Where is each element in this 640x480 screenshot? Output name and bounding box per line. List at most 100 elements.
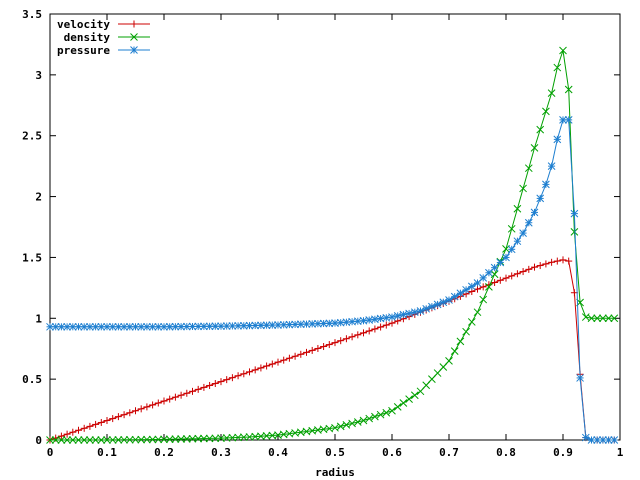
data-point-pressure	[536, 194, 545, 203]
y-tick-label: 0	[35, 434, 42, 447]
data-point-density	[490, 270, 499, 279]
series-markers-pressure	[46, 116, 619, 444]
data-point-density	[131, 435, 140, 444]
series-line-velocity	[49, 259, 615, 441]
data-point-density	[564, 85, 573, 94]
data-point-density	[610, 314, 619, 323]
x-tick-label: 0.4	[268, 446, 288, 459]
data-point-pressure	[502, 253, 510, 262]
data-point-velocity	[348, 333, 356, 341]
x-tick-label: 0.5	[325, 446, 345, 459]
data-point-density	[114, 436, 123, 444]
data-point-density	[399, 399, 408, 407]
data-point-density	[46, 436, 54, 444]
data-point-velocity	[542, 260, 550, 268]
data-point-velocity	[320, 343, 328, 351]
data-point-velocity	[171, 393, 179, 401]
data-point-velocity	[160, 397, 168, 405]
data-point-velocity	[97, 418, 105, 426]
data-point-density	[342, 421, 351, 429]
data-point-velocity	[371, 325, 379, 333]
data-point-pressure	[507, 245, 516, 254]
data-point-density	[63, 436, 71, 444]
data-point-density	[108, 436, 117, 444]
data-point-density	[542, 107, 550, 116]
data-point-velocity	[559, 256, 567, 264]
data-point-density	[97, 436, 106, 444]
data-point-pressure	[610, 436, 619, 444]
plot-area: 0 0.1 0.2 0.3 0.4 0.5 0.6 0.7 0.8 0.9 1 0 0.5 1 1.5 2 2.…	[22, 8, 624, 459]
x-tick-label: 0.6	[382, 446, 402, 459]
data-point-velocity	[234, 372, 242, 380]
data-point-velocity	[217, 378, 225, 386]
legend-marker-velocity	[130, 20, 138, 28]
data-point-velocity	[525, 265, 533, 273]
data-point-velocity	[251, 366, 259, 374]
data-point-density	[205, 434, 214, 443]
data-point-density	[405, 395, 413, 403]
series-markers-density	[46, 46, 619, 444]
data-point-velocity	[308, 346, 316, 354]
data-point-density	[536, 125, 545, 134]
data-point-velocity	[194, 385, 202, 393]
data-point-velocity	[297, 350, 305, 358]
data-point-pressure	[108, 322, 117, 331]
data-point-pressure	[239, 321, 248, 330]
data-point-density	[604, 314, 613, 323]
data-point-density	[587, 314, 596, 323]
data-point-pressure	[519, 229, 527, 237]
data-point-density	[445, 357, 453, 365]
data-point-density	[234, 433, 242, 442]
data-point-density	[120, 435, 128, 444]
data-point-pressure	[222, 322, 231, 330]
data-point-density	[137, 435, 146, 444]
data-point-velocity	[285, 354, 293, 362]
data-point-pressure	[559, 116, 567, 124]
data-point-density	[160, 435, 168, 444]
data-point-density	[365, 414, 374, 423]
data-point-density	[439, 363, 448, 371]
x-tick-label: 0.3	[211, 446, 231, 459]
data-point-velocity	[223, 376, 231, 384]
data-point-velocity	[149, 401, 157, 409]
legend-marker-pressure	[130, 46, 138, 54]
data-point-velocity	[206, 381, 214, 389]
data-point-velocity	[137, 405, 145, 413]
data-point-velocity	[240, 370, 248, 378]
data-point-velocity	[183, 389, 191, 397]
data-point-velocity	[337, 337, 345, 345]
data-point-density	[513, 204, 522, 213]
data-point-pressure	[473, 279, 482, 287]
data-point-pressure	[314, 319, 322, 328]
data-point-velocity	[314, 344, 322, 352]
data-point-velocity	[154, 399, 162, 407]
data-point-velocity	[536, 262, 544, 270]
data-point-pressure	[564, 116, 573, 124]
data-point-density	[467, 318, 476, 326]
data-point-velocity	[80, 424, 88, 432]
data-point-density	[382, 408, 391, 417]
data-point-velocity	[342, 335, 350, 343]
data-point-velocity	[126, 409, 134, 417]
data-point-pressure	[80, 322, 89, 331]
data-point-density	[74, 436, 83, 444]
data-point-density	[388, 406, 396, 415]
data-point-density	[353, 418, 362, 426]
data-point-velocity	[388, 319, 396, 327]
data-point-pressure	[131, 322, 140, 331]
data-point-pressure	[194, 322, 203, 331]
data-point-density	[599, 314, 607, 323]
data-point-pressure	[524, 218, 533, 227]
data-point-velocity	[114, 413, 122, 421]
data-point-velocity	[257, 364, 265, 372]
data-point-density	[80, 436, 89, 444]
data-point-density	[91, 436, 100, 444]
data-point-density	[433, 369, 442, 377]
data-point-pressure	[279, 320, 288, 329]
data-point-pressure	[46, 322, 54, 331]
x-tick-label: 0.1	[97, 446, 117, 459]
data-point-pressure	[599, 436, 607, 444]
legend-label-density: density	[64, 31, 111, 44]
